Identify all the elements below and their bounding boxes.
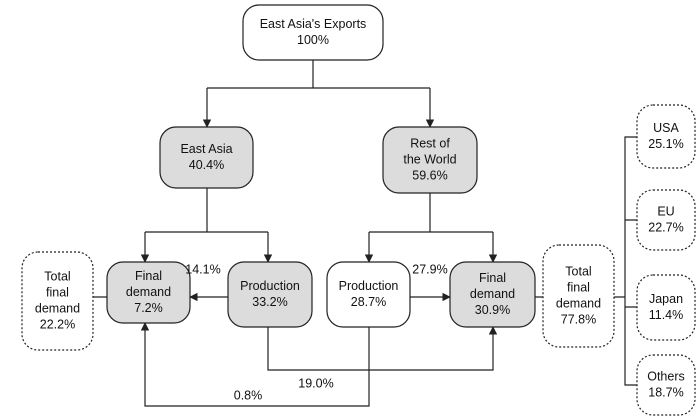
node-label: final <box>567 280 590 294</box>
node-box <box>227 261 313 328</box>
node-label: Production <box>240 279 300 293</box>
node-label: Production <box>339 279 399 293</box>
node-label: Japan <box>649 292 683 306</box>
node-box <box>326 261 411 328</box>
node-box <box>159 126 254 189</box>
node: Production 28.7% <box>326 261 411 328</box>
node: Final demand 7.2% <box>106 261 191 324</box>
node-label: Total <box>44 269 70 283</box>
node: Total final demand 77.8% <box>542 244 615 348</box>
node-box <box>382 126 478 194</box>
node-box <box>636 354 696 416</box>
node: Others 18.7% <box>636 354 696 416</box>
edge-label: 14.1% <box>185 262 220 276</box>
edge-label: 27.9% <box>412 262 447 276</box>
node: Final demand 30.9% <box>449 261 536 328</box>
node-label: demand <box>126 285 171 299</box>
node-label: 22.7% <box>648 220 683 234</box>
node-label: 25.1% <box>648 137 683 151</box>
connector <box>369 193 493 233</box>
node: Rest of the World 59.6% <box>382 126 478 194</box>
node-label: final <box>46 285 69 299</box>
node-label: demand <box>35 301 80 315</box>
node: Japan 11.4% <box>636 274 696 341</box>
node-label: East Asia <box>180 142 232 156</box>
node-label: Total <box>565 264 591 278</box>
arrow <box>140 322 370 407</box>
node-box <box>242 4 384 61</box>
arrow <box>267 326 498 371</box>
node: East Asia's Exports 100% <box>242 4 384 61</box>
node: USA 25.1% <box>636 104 696 169</box>
node-label: Rest of <box>410 136 450 150</box>
node-label: 100% <box>297 33 329 47</box>
edge-labels: 14.1% 27.9% 19.0% 0.8% <box>185 262 447 402</box>
edge-label: 0.8% <box>234 388 263 402</box>
node-label: EU <box>657 204 674 218</box>
node: Production 33.2% <box>227 261 313 328</box>
node-label: demand <box>556 296 601 310</box>
node-label: 22.2% <box>40 317 75 331</box>
connector <box>207 60 430 89</box>
node-box <box>636 104 696 169</box>
edge-label: 19.0% <box>298 376 333 390</box>
node-box <box>21 251 94 351</box>
node-label: 40.4% <box>189 158 224 172</box>
node-box <box>106 261 191 324</box>
node: Total final demand 22.2% <box>21 251 94 351</box>
node-label: 59.6% <box>412 168 447 182</box>
node-label: Others <box>647 369 685 383</box>
node-box <box>449 261 536 328</box>
node-label: 11.4% <box>649 308 684 322</box>
node-box <box>542 244 615 348</box>
node-label: East Asia's Exports <box>260 17 367 31</box>
node-label: 7.2% <box>134 301 163 315</box>
nodes: East Asia's Exports 100% East Asia 40.4% Res… <box>21 4 696 416</box>
node-label: 77.8% <box>561 312 596 326</box>
node-box <box>636 189 696 251</box>
node: East Asia 40.4% <box>159 126 254 189</box>
node-label: 30.9% <box>475 303 510 317</box>
node: EU 22.7% <box>636 189 696 251</box>
node-label: USA <box>653 121 679 135</box>
node-label: demand <box>470 287 515 301</box>
node-box <box>636 274 696 341</box>
node-label: 18.7% <box>648 385 683 399</box>
node-label: 33.2% <box>252 295 287 309</box>
node-label: 28.7% <box>351 295 386 309</box>
bracket <box>614 136 637 386</box>
node-label: the World <box>403 152 456 166</box>
node-label: Final <box>135 269 162 283</box>
node-label: Final <box>479 271 506 285</box>
connectors <box>93 60 637 407</box>
connector <box>145 188 268 233</box>
